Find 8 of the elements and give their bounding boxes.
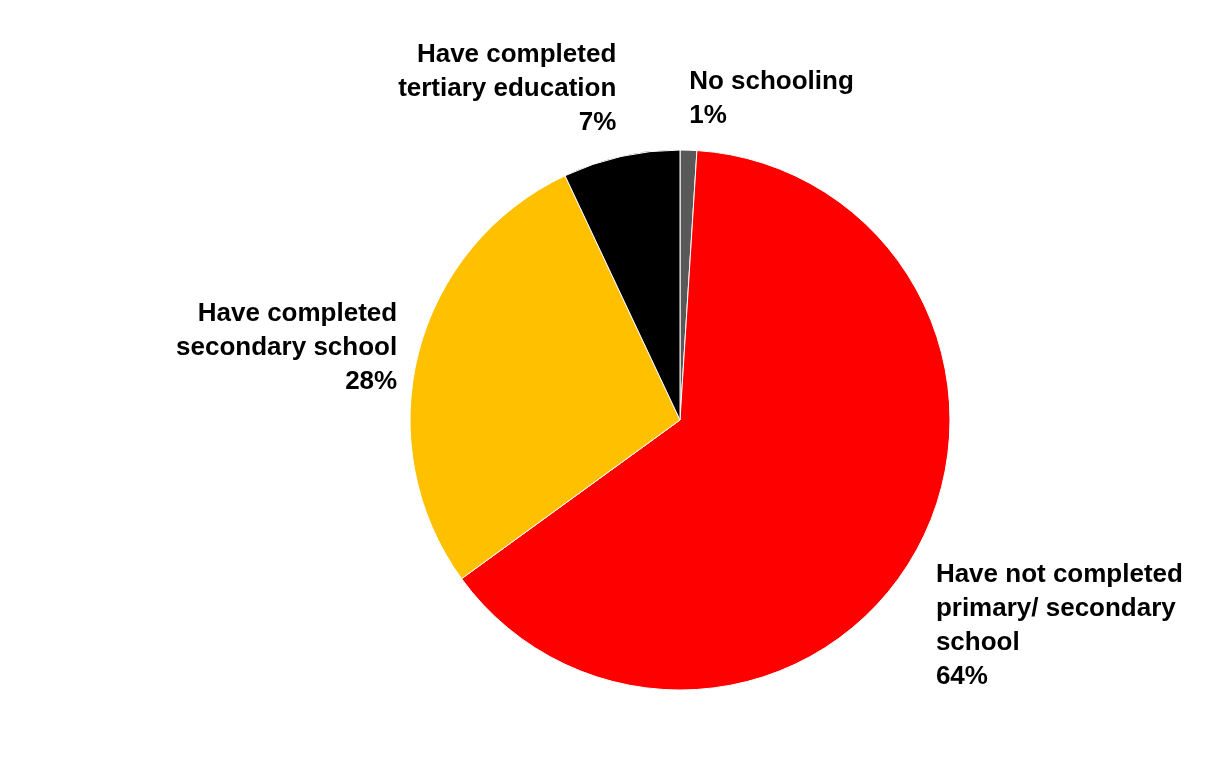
slice-label: Have completed tertiary education <box>398 38 617 103</box>
slice-label: Have not completed primary/ secondary school <box>935 557 1183 656</box>
data-label: 1% <box>689 99 727 130</box>
data-label: 7% <box>578 106 617 137</box>
slice-label: Have completed secondary school <box>176 297 398 362</box>
data-label: 64% <box>935 659 988 690</box>
slice-label: No schooling <box>689 65 854 96</box>
data-label: 28% <box>345 365 398 396</box>
